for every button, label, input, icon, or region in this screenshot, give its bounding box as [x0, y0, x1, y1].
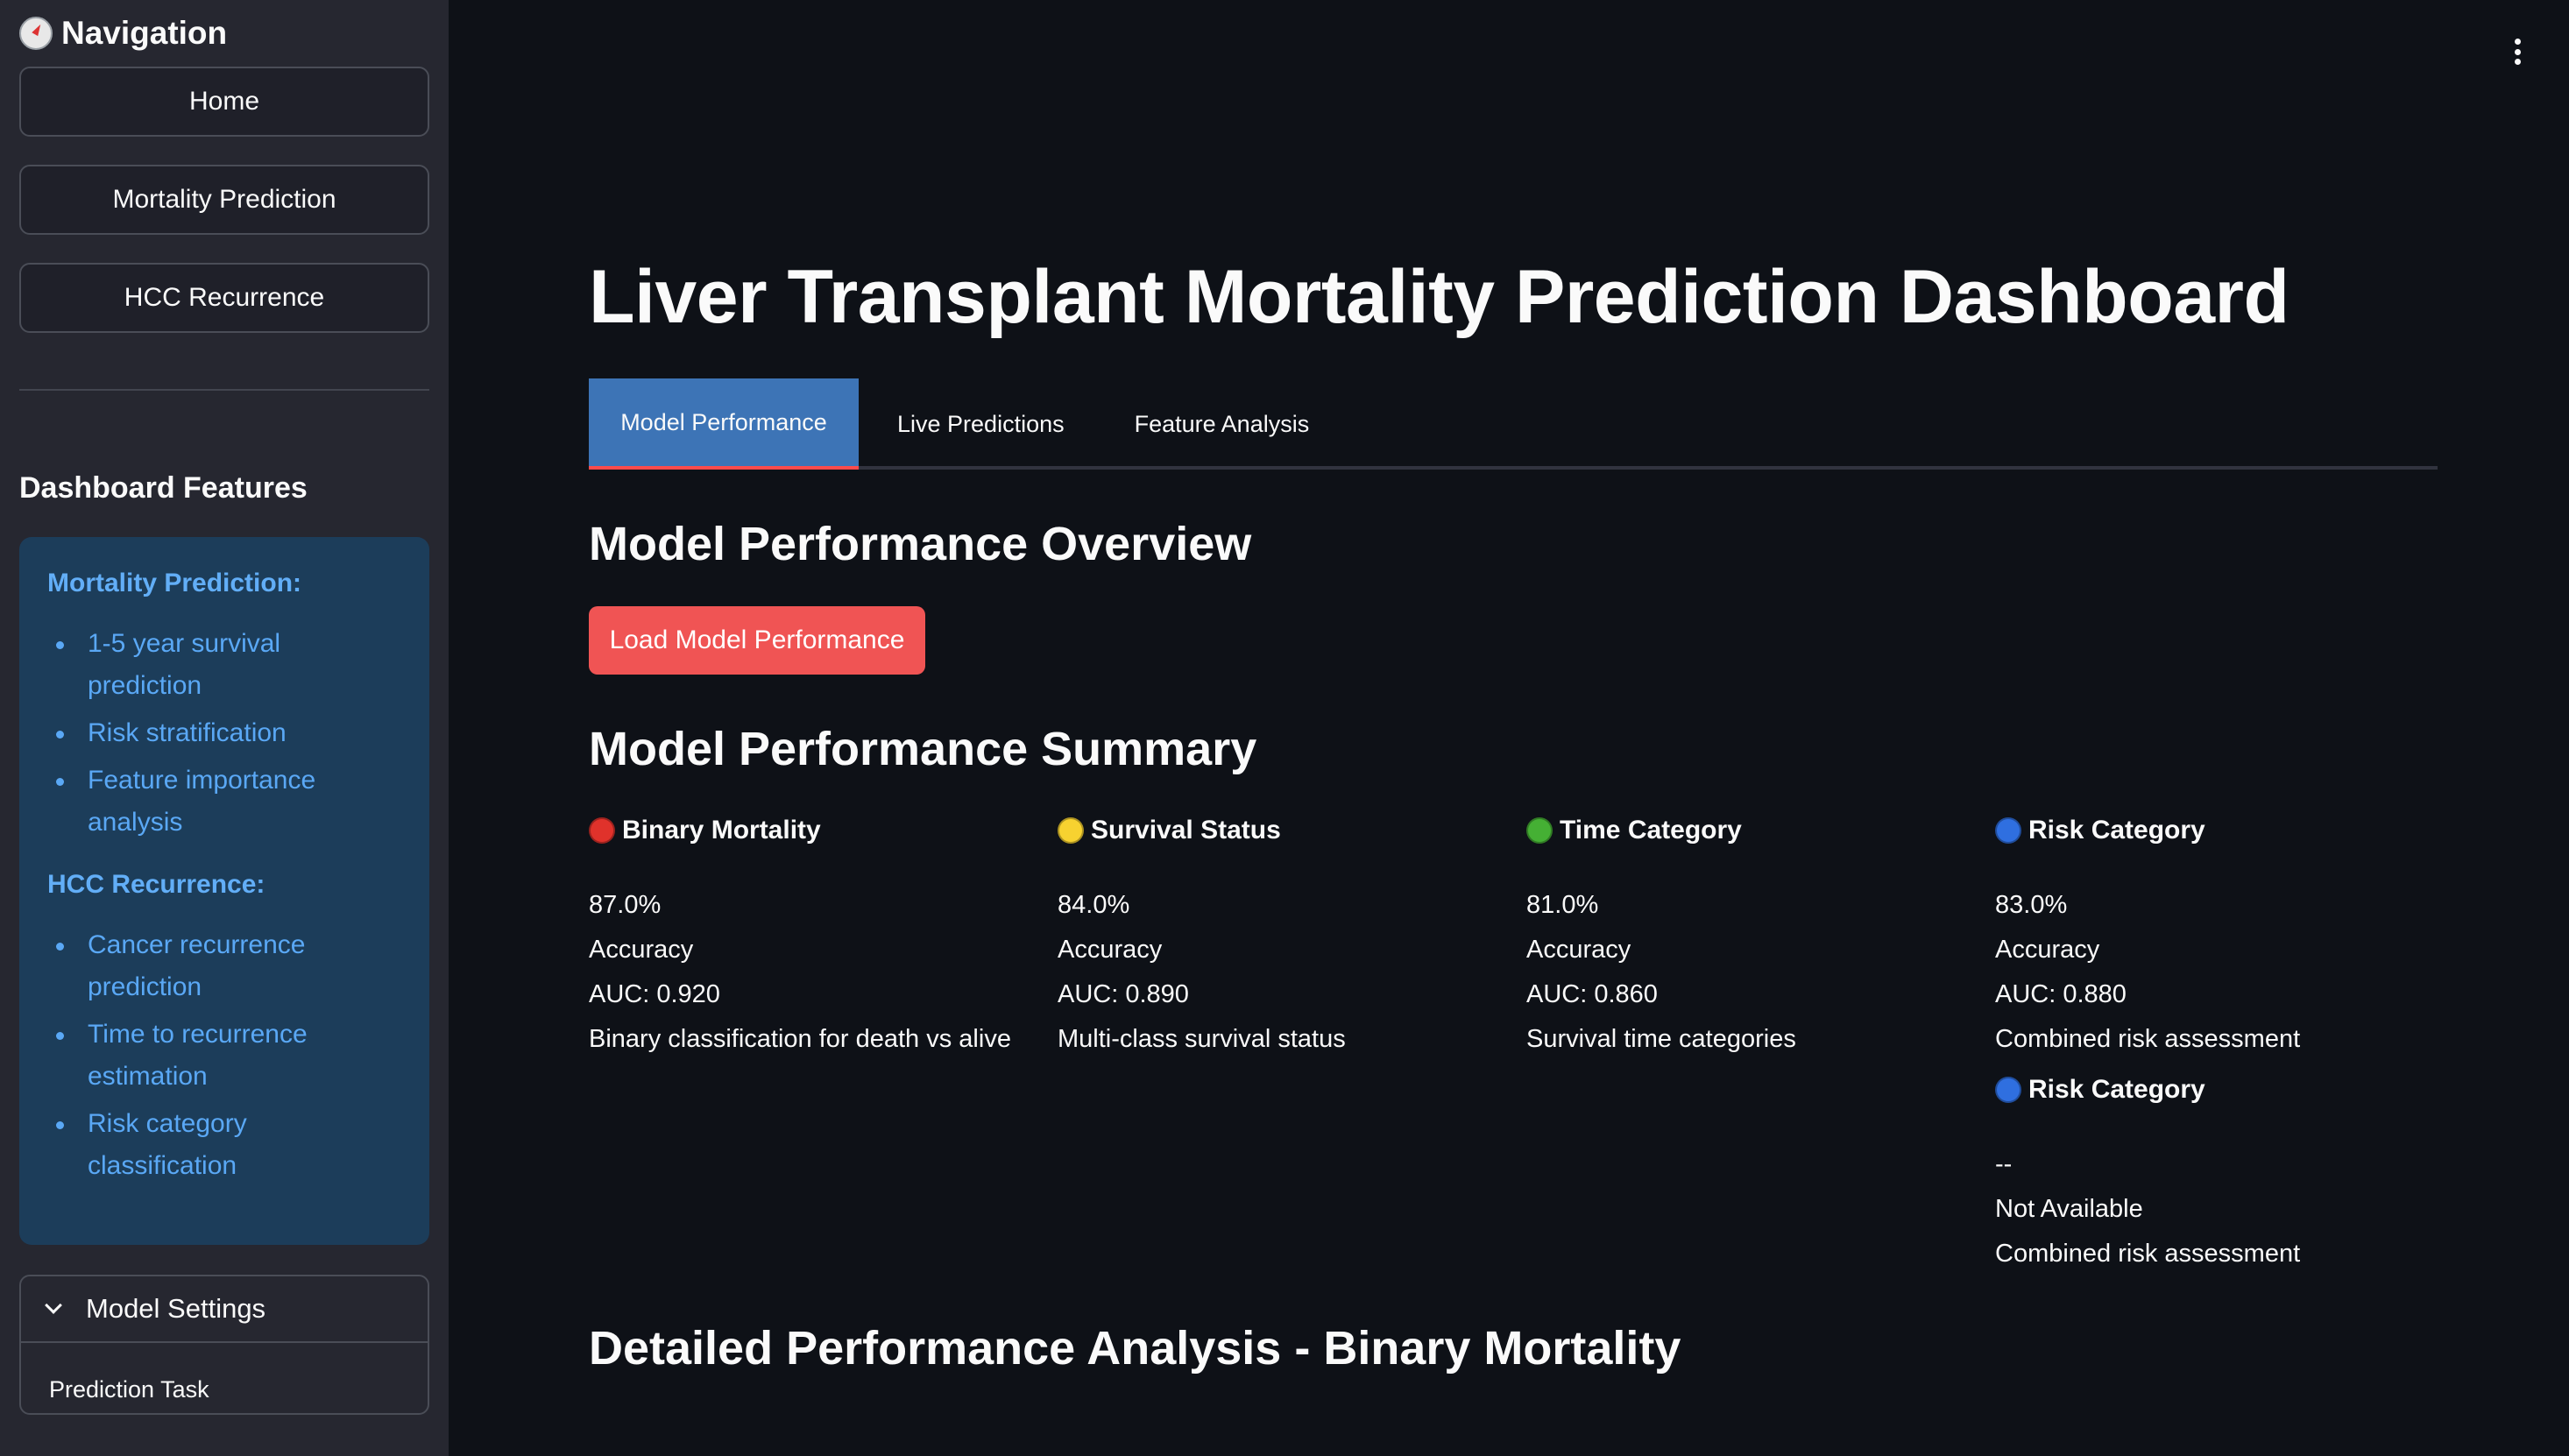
- metric-header: Survival Status: [1058, 811, 1513, 850]
- mortality-list: 1-5 year survival prediction Risk strati…: [47, 623, 401, 844]
- metric-label: Accuracy: [589, 936, 694, 964]
- sidebar-divider: [19, 389, 429, 391]
- tab-bar: Model Performance Live Predictions Featu…: [589, 378, 2438, 470]
- tab-feature-analysis[interactable]: Feature Analysis: [1134, 410, 1310, 437]
- metric-label: Accuracy: [1058, 936, 1163, 964]
- list-item: 1-5 year survival prediction: [47, 623, 401, 707]
- metric-description: Combined risk assessment: [1995, 1240, 2301, 1268]
- load-model-performance-button[interactable]: Load Model Performance: [589, 606, 925, 675]
- blue-circle-icon: [1995, 817, 2021, 844]
- metric-header: Risk Category: [1995, 811, 2451, 850]
- metric-binary-mortality: Binary Mortality 87.0% Accuracy AUC: 0.9…: [589, 811, 1044, 1062]
- metric-survival-status: Survival Status 84.0% Accuracy AUC: 0.89…: [1058, 811, 1513, 1062]
- metric-label: Not Available: [1995, 1195, 2143, 1223]
- metric-label: Accuracy: [1526, 936, 1631, 964]
- mortality-heading: Mortality Prediction:: [47, 569, 302, 597]
- dot-icon: [2515, 48, 2521, 55]
- tab-live-predictions[interactable]: Live Predictions: [897, 410, 1065, 437]
- sidebar: Navigation Home Mortality Prediction HCC…: [0, 0, 449, 1456]
- metric-description: Multi-class survival status: [1058, 1025, 1346, 1053]
- dot-icon: [2515, 39, 2521, 45]
- list-item: Time to recurrence estimation: [47, 1014, 401, 1098]
- compass-icon: [19, 17, 53, 50]
- hcc-heading: HCC Recurrence:: [47, 870, 265, 899]
- metric-header: Time Category: [1526, 811, 1982, 850]
- list-item: Feature importance analysis: [47, 760, 401, 844]
- sidebar-title: Navigation: [19, 0, 429, 67]
- list-item: Cancer recurrence prediction: [47, 924, 401, 1008]
- prediction-task-label: Prediction Task: [49, 1376, 209, 1403]
- chevron-down-icon: [45, 1297, 62, 1314]
- metric-description: Survival time categories: [1526, 1025, 1796, 1053]
- metric-description: Combined risk assessment: [1995, 1025, 2301, 1053]
- metric-value: --: [1995, 1150, 2013, 1178]
- metric-description: Binary classification for death vs alive: [589, 1025, 1011, 1053]
- metrics-row: Binary Mortality 87.0% Accuracy AUC: 0.9…: [589, 811, 2481, 1284]
- metric-name: Binary Mortality: [622, 816, 821, 845]
- list-item: Risk category classification: [47, 1103, 401, 1187]
- page-title: Liver Transplant Mortality Prediction Da…: [589, 255, 2289, 339]
- summary-heading: Model Performance Summary: [589, 723, 1257, 775]
- red-circle-icon: [589, 817, 615, 844]
- metric-auc: AUC: 0.860: [1526, 980, 1658, 1008]
- metric-name: Risk Category: [2028, 1075, 2205, 1104]
- metric-header: Binary Mortality: [589, 811, 1044, 850]
- model-settings-toggle[interactable]: Model Settings: [21, 1276, 428, 1343]
- hcc-list: Cancer recurrence prediction Time to rec…: [47, 924, 401, 1187]
- main-area: Liver Transplant Mortality Prediction Da…: [449, 0, 2569, 1456]
- metric-risk-category: Risk Category 83.0% Accuracy AUC: 0.880 …: [1995, 811, 2451, 1276]
- metric-auc: AUC: 0.880: [1995, 980, 2127, 1008]
- hcc-recurrence-button[interactable]: HCC Recurrence: [19, 263, 429, 333]
- model-settings-expander: Model Settings Prediction Task: [19, 1275, 429, 1415]
- metric-value: 87.0%: [589, 891, 662, 919]
- metric-value: 84.0%: [1058, 891, 1130, 919]
- metric-value: 81.0%: [1526, 891, 1599, 919]
- metric-name: Risk Category: [2028, 816, 2205, 845]
- sidebar-title-text: Navigation: [61, 15, 228, 51]
- metric-name: Survival Status: [1091, 816, 1281, 845]
- metric-auc: AUC: 0.890: [1058, 980, 1189, 1008]
- metric-label: Accuracy: [1995, 936, 2100, 964]
- metric-header: Risk Category: [1995, 1071, 2451, 1109]
- metric-time-category: Time Category 81.0% Accuracy AUC: 0.860 …: [1526, 811, 1982, 1062]
- features-info-box: Mortality Prediction: 1-5 year survival …: [19, 537, 429, 1245]
- detail-heading: Detailed Performance Analysis - Binary M…: [589, 1322, 1681, 1375]
- metric-value: 83.0%: [1995, 891, 2068, 919]
- mortality-prediction-button[interactable]: Mortality Prediction: [19, 165, 429, 235]
- expander-label: Model Settings: [86, 1293, 266, 1324]
- tab-model-performance[interactable]: Model Performance: [589, 378, 859, 470]
- metric-name: Time Category: [1560, 816, 1742, 845]
- blue-circle-icon: [1995, 1077, 2021, 1103]
- main-menu-icon[interactable]: [2515, 39, 2523, 65]
- list-item: Risk stratification: [47, 712, 401, 754]
- overview-heading: Model Performance Overview: [589, 518, 1252, 570]
- dot-icon: [2515, 59, 2521, 65]
- features-title: Dashboard Features: [19, 471, 308, 505]
- home-button[interactable]: Home: [19, 67, 429, 137]
- green-circle-icon: [1526, 817, 1553, 844]
- metric-auc: AUC: 0.920: [589, 980, 720, 1008]
- yellow-circle-icon: [1058, 817, 1084, 844]
